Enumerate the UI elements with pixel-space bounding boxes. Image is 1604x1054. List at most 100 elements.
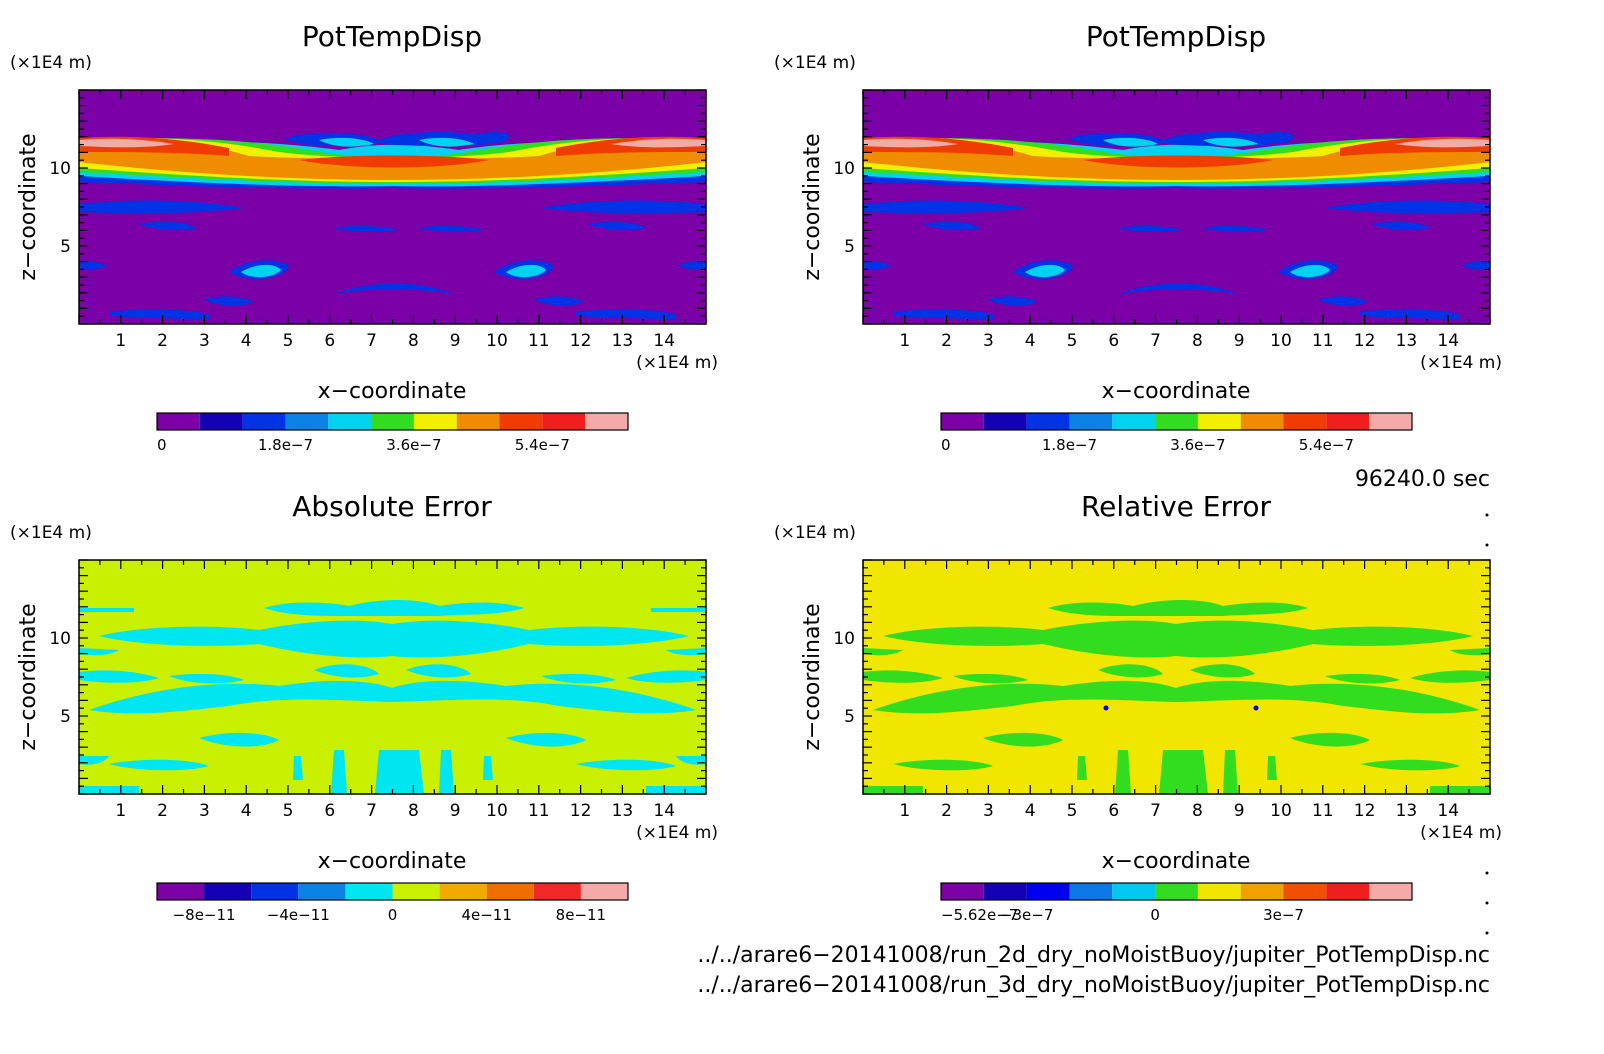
x-tick-label: 7 bbox=[1150, 801, 1161, 821]
x-tick-label: 11 bbox=[528, 331, 550, 351]
edge-dots bbox=[1485, 513, 1489, 935]
colorbar-label: 8e−11 bbox=[556, 906, 606, 924]
x-unit-label: (×1E4 m) bbox=[636, 353, 718, 373]
x-tick-label: 2 bbox=[941, 801, 952, 821]
colorbar-swatch bbox=[1112, 413, 1156, 430]
y-axis-title: z−coordinate bbox=[800, 603, 825, 750]
colorbar-swatch bbox=[983, 883, 1027, 900]
y-tick-label: 10 bbox=[833, 629, 855, 649]
colorbar-swatch bbox=[1283, 883, 1327, 900]
panel-relative-error: Relative Error (×1E4 m) bbox=[774, 490, 1502, 924]
x-tick-label: 14 bbox=[653, 801, 675, 821]
colorbar-swatch bbox=[1155, 883, 1198, 900]
colorbar-frame bbox=[156, 882, 629, 901]
x-tick-label: 8 bbox=[408, 331, 419, 351]
colorbar-swatch bbox=[533, 883, 581, 900]
plot-area: 1 2 3 4 5 6 7 8 9 10 11 12 13 14 510 bbox=[49, 89, 707, 351]
x-tick-label: 5 bbox=[283, 331, 294, 351]
colorbar-swatch bbox=[1369, 883, 1412, 900]
x-tick-label: 4 bbox=[1025, 331, 1036, 351]
colorbar-swatch bbox=[251, 883, 299, 900]
x-tick-label: 8 bbox=[1192, 331, 1203, 351]
panel-absolute-error: Absolute Error (×1E4 m) bbox=[10, 490, 718, 924]
colorbar-swatch bbox=[1155, 413, 1198, 430]
colorbar-swatch bbox=[1069, 883, 1113, 900]
colorbar-label: 5.4e−7 bbox=[1299, 436, 1354, 454]
x-tick-label: 13 bbox=[1396, 801, 1418, 821]
x-axis-title: x−coordinate bbox=[318, 849, 467, 874]
colorbar-swatch bbox=[157, 883, 205, 900]
x-tick-label: 13 bbox=[1396, 331, 1418, 351]
colorbar-label: 0 bbox=[1150, 906, 1160, 924]
panel-title: PotTempDisp bbox=[1086, 20, 1266, 53]
colorbar-label: −3e−7 bbox=[1000, 906, 1053, 924]
colorbar-label: 3.6e−7 bbox=[386, 436, 441, 454]
x-tick-label: 14 bbox=[1437, 801, 1459, 821]
colorbar-label: 0 bbox=[388, 906, 398, 924]
y-unit-label: (×1E4 m) bbox=[10, 523, 92, 543]
x-tick-label: 8 bbox=[1192, 801, 1203, 821]
x-tick-label: 1 bbox=[115, 801, 126, 821]
colorbar-swatch bbox=[285, 413, 329, 430]
x-tick-label: 4 bbox=[1025, 801, 1036, 821]
x-axis: 1 2 3 4 5 6 7 8 9 10 11 12 13 14 bbox=[862, 560, 1491, 821]
x-tick-label: 10 bbox=[486, 331, 508, 351]
y-axis: 5 10 bbox=[833, 559, 1490, 795]
x-tick-label: 3 bbox=[199, 331, 210, 351]
colorbar-label: 4e−11 bbox=[461, 906, 511, 924]
x-unit-label: (×1E4 m) bbox=[636, 823, 718, 843]
colorbar-swatch bbox=[157, 413, 200, 430]
x-tick-label: 11 bbox=[1312, 331, 1334, 351]
x-tick-label: 5 bbox=[1067, 331, 1078, 351]
colorbar-swatch bbox=[371, 413, 414, 430]
colorbar-label: 0 bbox=[941, 436, 951, 454]
colorbar-swatch bbox=[580, 883, 628, 900]
colorbar-label: 5.4e−7 bbox=[515, 436, 570, 454]
colorbar: 0 1.8e−7 3.6e−7 5.4e−7 bbox=[940, 412, 1413, 454]
colorbar-swatch bbox=[1240, 883, 1284, 900]
colorbar-label: −8e−11 bbox=[173, 906, 236, 924]
colorbar-swatch bbox=[1026, 413, 1070, 430]
colorbar: 0 1.8e−7 3.6e−7 5.4e−7 bbox=[156, 412, 629, 454]
x-tick-label: 10 bbox=[486, 801, 508, 821]
x-tick-label: 8 bbox=[408, 801, 419, 821]
colorbar-swatch bbox=[1112, 883, 1156, 900]
footer-file-3d: ../../arare6−20141008/run_3d_dry_noMoist… bbox=[697, 973, 1490, 998]
colorbar-swatch bbox=[1326, 413, 1370, 430]
contour-fill bbox=[79, 600, 706, 794]
colorbar-swatch bbox=[585, 413, 628, 430]
x-tick-label: 9 bbox=[1234, 801, 1245, 821]
colorbar: −8e−11 −4e−11 0 4e−11 8e−11 bbox=[156, 882, 629, 924]
colorbar-swatch bbox=[1369, 413, 1412, 430]
x-axis: 1 2 3 4 5 6 7 8 9 10 11 12 13 14 bbox=[78, 90, 707, 351]
plot-area: 1 2 3 4 5 6 7 8 9 10 11 12 13 14 510 bbox=[833, 559, 1491, 821]
colorbar-swatch bbox=[298, 883, 346, 900]
panel-potential-temp-3d: PotTempDisp (×1E4 m) bbox=[774, 20, 1502, 454]
x-tick-label: 6 bbox=[1108, 801, 1119, 821]
colorbar-label: 1.8e−7 bbox=[258, 436, 313, 454]
x-tick-label: 9 bbox=[450, 331, 461, 351]
x-tick-label: 6 bbox=[1108, 331, 1119, 351]
y-axis-title: z−coordinate bbox=[800, 133, 825, 280]
colorbar-label: 0 bbox=[157, 436, 167, 454]
x-tick-label: 5 bbox=[1067, 801, 1078, 821]
x-tick-label: 2 bbox=[941, 331, 952, 351]
colorbar-swatch bbox=[542, 413, 586, 430]
x-tick-label: 9 bbox=[450, 801, 461, 821]
colorbar-swatch bbox=[941, 883, 984, 900]
colorbar-swatch bbox=[345, 883, 393, 900]
colorbar-label: −4e−11 bbox=[267, 906, 330, 924]
colorbar-swatch bbox=[499, 413, 543, 430]
colorbar-frame bbox=[156, 412, 629, 431]
colorbar-swatch bbox=[439, 883, 487, 900]
x-tick-label: 9 bbox=[1234, 331, 1245, 351]
x-tick-label: 2 bbox=[157, 801, 168, 821]
time-label: 96240.0 sec bbox=[1355, 467, 1490, 492]
y-tick-label: 5 bbox=[60, 707, 71, 727]
x-tick-label: 12 bbox=[1354, 331, 1376, 351]
x-tick-label: 10 bbox=[1270, 801, 1292, 821]
x-tick-label: 2 bbox=[157, 331, 168, 351]
x-tick-label: 1 bbox=[899, 801, 910, 821]
colorbar-swatch bbox=[1283, 413, 1327, 430]
